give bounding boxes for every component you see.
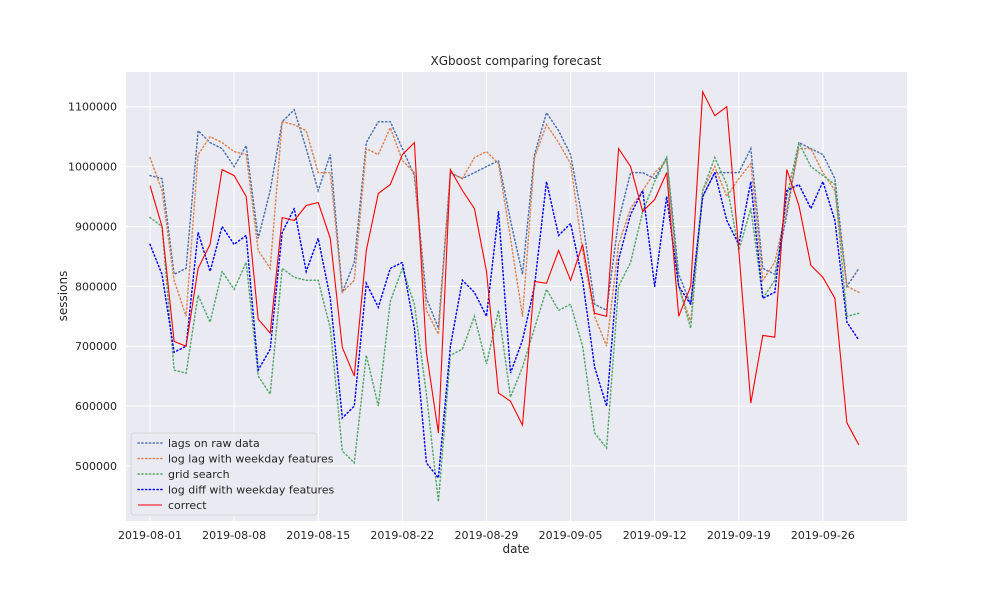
series-line: [149, 108, 860, 329]
legend-label: log diff with weekday features: [168, 484, 335, 497]
series-line: [149, 170, 860, 480]
x-tick-label: 2019-08-29: [454, 529, 518, 542]
x-tick-label: 2019-09-05: [539, 529, 603, 542]
x-tick-label: 2019-09-26: [791, 529, 855, 542]
grid: [126, 72, 907, 521]
legend: lags on raw data log lag with weekday fea…: [130, 432, 335, 516]
legend-label: log lag with weekday features: [168, 453, 334, 466]
x-axis-label: date: [502, 542, 529, 556]
series-line: [149, 89, 860, 446]
y-tick-label: 800000: [75, 280, 117, 293]
x-tick-label: 2019-08-22: [370, 529, 434, 542]
x-tick-label: 2019-09-19: [707, 529, 771, 542]
y-tick-label: 700000: [75, 340, 117, 353]
x-tick-label: 2019-09-12: [623, 529, 687, 542]
y-tick-label: 1000000: [68, 161, 117, 174]
chart-title: XGboost comparing forecast: [430, 54, 601, 68]
y-tick-label: 500000: [75, 460, 117, 473]
x-tick-label: 2019-08-08: [202, 529, 266, 542]
x-tick-label: 2019-08-01: [118, 529, 182, 542]
legend-label: lags on raw data: [168, 437, 260, 450]
legend-label: correct: [168, 499, 207, 512]
y-axis-label: sessions: [56, 271, 70, 322]
legend-label: grid search: [168, 468, 230, 481]
series-line: [149, 120, 860, 347]
series-group: [149, 89, 860, 502]
y-tick-label: 1100000: [68, 101, 117, 114]
y-tick-label: 900000: [75, 220, 117, 233]
legend-box: [130, 432, 318, 516]
y-tick-labels: 500000 600000 700000 800000 900000 1000000 110…: [68, 101, 117, 473]
series-line: [149, 140, 860, 502]
y-tick-label: 600000: [75, 400, 117, 413]
x-tick-labels: 2019-08-01 2019-08-08 2019-08-15 2019-08-22…: [118, 529, 855, 542]
x-tick-label: 2019-08-15: [286, 529, 350, 542]
